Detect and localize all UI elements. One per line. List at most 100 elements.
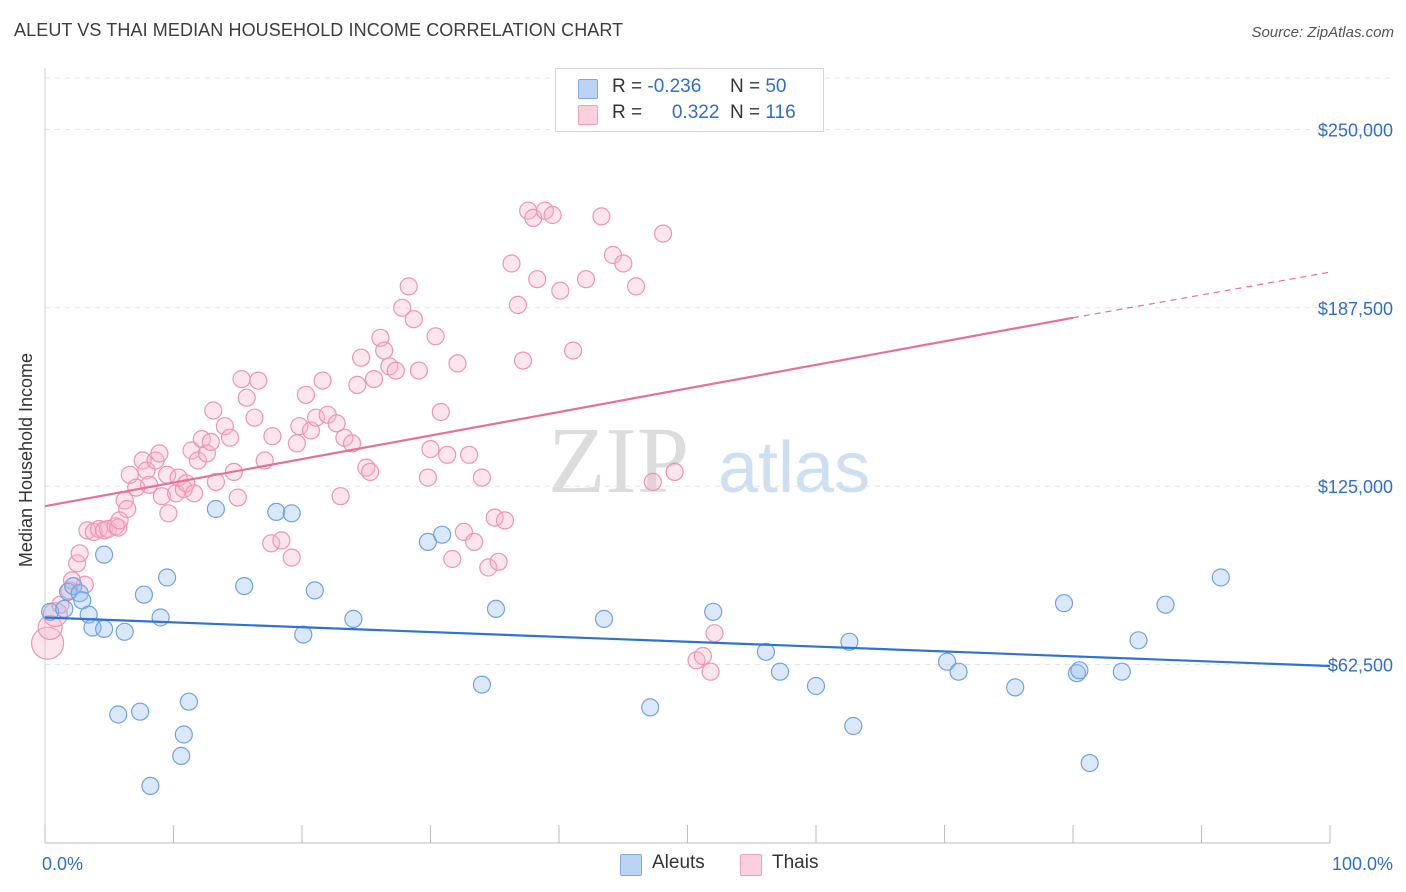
thai-point [296,385,315,404]
aleut-point [1070,661,1089,680]
r-value: -0.236 [647,76,702,97]
thai-point [489,552,508,571]
aleut-point [1112,662,1131,681]
thai-point [232,370,251,389]
aleut-point [94,545,114,564]
axes [44,68,1331,844]
aleut-point [1067,664,1087,683]
watermark-zip: ZIP [548,409,689,513]
aleut-point [1129,631,1148,650]
thais-trend-line [44,316,1074,508]
thai-point [228,488,247,507]
thai-point [133,451,152,470]
thai-point [197,444,216,463]
thai-point [701,662,720,681]
n-value: 50 [765,76,787,97]
thai-point [343,434,362,453]
aleut-point [949,662,968,681]
r-label: R = [612,102,643,123]
y-tick-label: $62,500 [1328,656,1393,676]
thai-point [263,427,282,446]
aleuts-swatch [578,79,598,99]
x-tick-label-min: 0.0% [42,854,83,874]
thai-point [508,295,528,314]
legend-row-aleuts: R = -0.236 N = 50 [578,76,786,100]
aleut-point [64,576,83,596]
thai-point [282,548,301,567]
thai-point [614,254,633,273]
n-label: N = [729,76,761,97]
thais-swatch [578,105,598,125]
aleut-point [267,502,286,521]
y-tick-labels: $62,500 $125,000 $187,500 $250,000 [1318,120,1393,675]
thai-point [331,487,350,506]
aleut-point [151,608,170,627]
thai-point [237,388,256,407]
thai-point [352,348,371,367]
thai-point [206,472,225,491]
thai-point [592,207,611,226]
thai-point [399,277,418,296]
aleuts-legend-label: Aleuts [652,852,705,873]
aleut-point [115,622,134,641]
aleut-point [641,698,660,717]
aleut-point [179,692,198,711]
thai-point [393,298,412,317]
aleut-point [1054,594,1074,613]
thai-point [421,440,440,459]
thai-point [693,646,713,666]
aleut-point [594,609,614,629]
thai-point [348,375,367,394]
thai-point [528,270,547,289]
thai-point [438,445,457,464]
legend-thais-text: R = 0.322 N = 116 [612,102,796,124]
aleut-point [433,525,452,544]
thai-point [524,208,543,227]
thai-point [37,614,63,641]
aleut-point [40,602,60,621]
aleut-point [282,504,301,523]
thai-point [653,224,673,243]
aleut-point [704,602,723,621]
trend-lines [44,271,1331,668]
aleuts-legend-swatch [620,854,642,876]
aleut-point [756,642,776,661]
thai-point [182,441,201,460]
aleut-point [158,568,177,587]
thai-point [495,511,515,530]
aleut-point [1080,753,1099,773]
thai-point [70,544,89,563]
thai-point [551,281,570,300]
thai-point [409,361,428,380]
stats-legend: R = -0.236 N = 50 R = 0.322 N = 116 [555,68,824,132]
thai-point [404,310,423,329]
thai-point [262,534,281,553]
thais-legend-label: Thais [772,852,819,873]
aleut-point [844,716,863,736]
aleut-point [174,725,193,744]
aleut-point [235,576,254,596]
thai-point [472,468,491,487]
thais-trend-extension [1072,271,1331,319]
thai-point [665,462,684,481]
aleut-point [294,625,313,644]
thai-point [364,370,384,389]
aleut-point [486,599,506,619]
r-value: 0.322 [671,102,720,123]
gridlines [45,77,1395,666]
x-tick-label-max: 100.0% [1332,854,1393,874]
thai-point [426,327,445,346]
thai-point [513,351,533,370]
thai-point [307,408,326,427]
n-label: N = [729,102,761,123]
thai-point [485,508,504,527]
thai-point [245,408,264,427]
thai-point [448,354,467,373]
aleut-point [134,585,153,604]
aleut-point [206,499,225,519]
y-tick-label: $250,000 [1318,120,1393,140]
thai-point [386,361,405,380]
aleut-points [40,499,1230,796]
watermark: ZIP atlas [548,409,870,513]
thai-point [479,558,498,577]
